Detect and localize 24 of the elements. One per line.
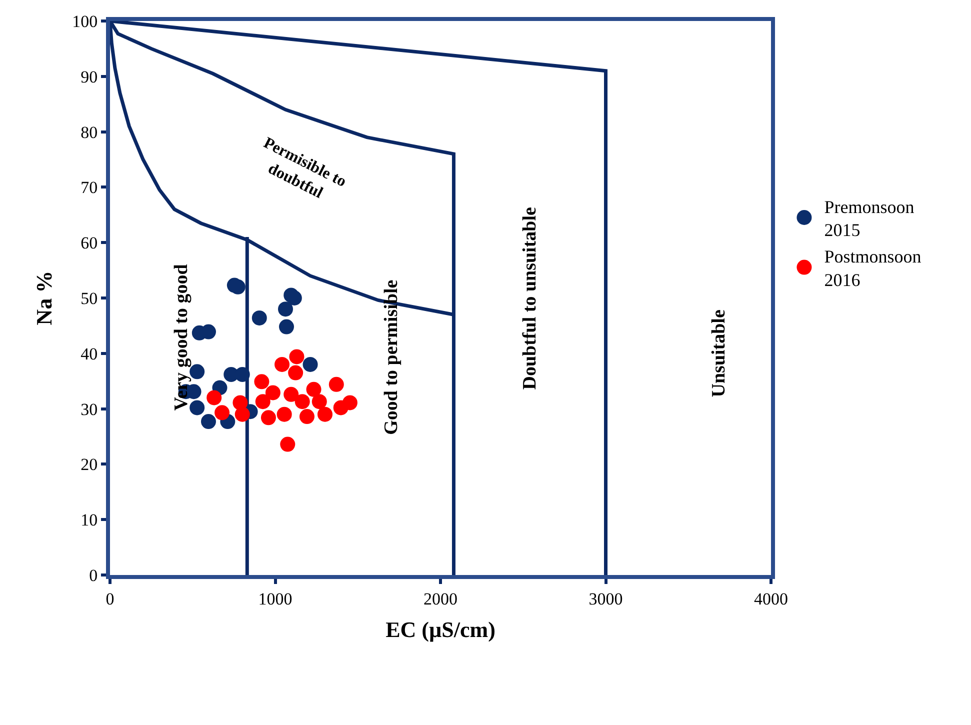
y-tick-label: 80 xyxy=(80,122,98,142)
x-tick-label: 4000 xyxy=(754,589,788,608)
y-tick-label: 20 xyxy=(80,455,98,474)
x-tick-label: 0 xyxy=(106,589,114,608)
y-tick-label: 60 xyxy=(80,234,98,253)
x-tick-label: 2000 xyxy=(424,589,458,608)
legend-label: Premonsoon 2015 xyxy=(824,196,914,240)
y-tick-label: 70 xyxy=(80,178,98,198)
annotation: Very good to good xyxy=(171,264,192,411)
x-tick-label: 3000 xyxy=(588,589,623,608)
x-axis-title: EC (µS/cm) xyxy=(386,616,496,642)
y-tick-label: 40 xyxy=(80,344,98,364)
annotation: Good to permisible xyxy=(380,280,402,435)
y-tick-label: 0 xyxy=(89,566,98,585)
y-tick-label: 50 xyxy=(80,288,98,308)
annotation: Doubtful to unsuitable xyxy=(520,207,541,390)
x-tick-label: 1000 xyxy=(258,589,292,608)
y-tick-label: 10 xyxy=(80,510,98,530)
legend-label: Postmonsoon 2016 xyxy=(824,246,922,290)
y-axis-title: Na % xyxy=(31,270,56,326)
y-tick-label: 90 xyxy=(80,67,98,86)
annotation: Unsuitable xyxy=(708,310,730,398)
y-tick-label: 30 xyxy=(80,400,98,419)
y-tick-label: 100 xyxy=(72,12,98,31)
